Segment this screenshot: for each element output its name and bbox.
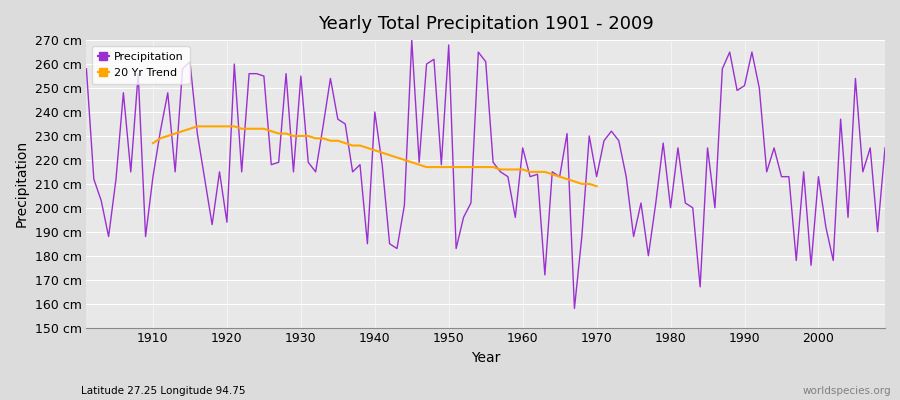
Legend: Precipitation, 20 Yr Trend: Precipitation, 20 Yr Trend (92, 46, 190, 84)
Title: Yearly Total Precipitation 1901 - 2009: Yearly Total Precipitation 1901 - 2009 (318, 15, 653, 33)
X-axis label: Year: Year (471, 351, 500, 365)
Y-axis label: Precipitation: Precipitation (15, 140, 29, 228)
Text: worldspecies.org: worldspecies.org (803, 386, 891, 396)
Text: Latitude 27.25 Longitude 94.75: Latitude 27.25 Longitude 94.75 (81, 386, 246, 396)
